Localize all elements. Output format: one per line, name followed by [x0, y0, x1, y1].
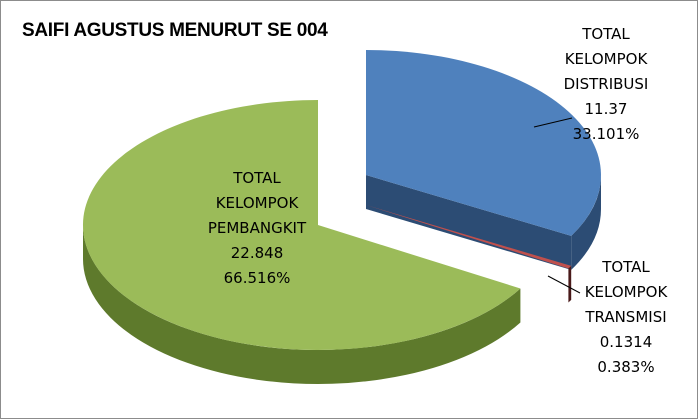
pie-slice-distribusi [366, 50, 601, 270]
data-label-distribusi: TOTAL KELOMPOK DISTRIBUSI 11.37 33.101% [563, 25, 649, 143]
pie-slice-transmisi-top [366, 205, 572, 269]
leader-line-transmisi [547, 275, 581, 294]
data-label-transmisi: TOTAL KELOMPOK TRANSMISI 0.1314 0.383% [584, 258, 668, 376]
leader-line-distribusi [533, 117, 573, 128]
pie-slice-pembangkit [82, 100, 521, 384]
chart-title: SAIFI AGUSTUS MENURUT SE 004 [22, 20, 328, 41]
pie-slice-distribusi-front [571, 175, 601, 270]
pie-slice-pembangkit-top [82, 100, 521, 350]
pie-slice-pembangkit-front [83, 225, 521, 384]
pie-slice-distribusi-side [366, 175, 572, 270]
pie-slice-distribusi-top [366, 50, 601, 236]
pie-slice-transmisi [366, 205, 572, 303]
data-label-pembangkit: TOTAL KELOMPOK PEMBANGKIT 22.848 66.516% [207, 169, 307, 287]
pie-slice-transmisi-front [568, 265, 572, 303]
